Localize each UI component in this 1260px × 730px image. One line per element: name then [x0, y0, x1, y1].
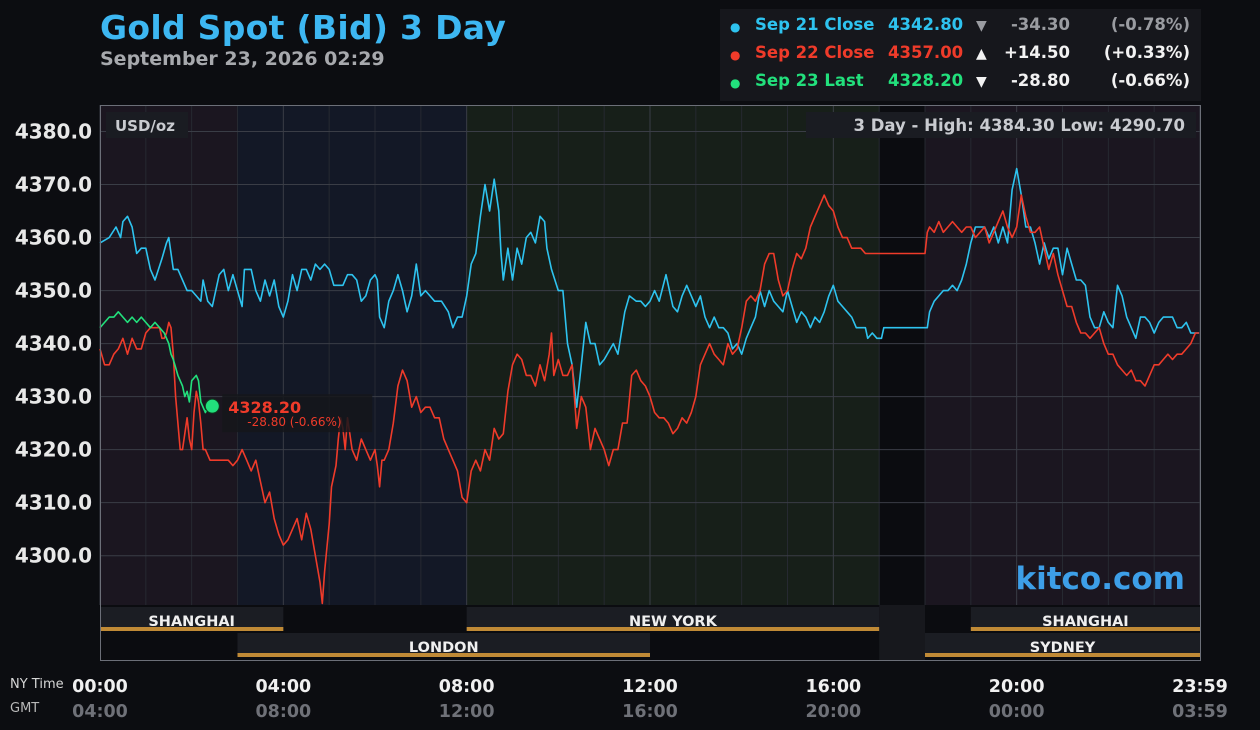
- session-band: [879, 105, 925, 605]
- high-low-bg: [806, 112, 1196, 138]
- x-tick-ny: 16:00: [805, 677, 861, 697]
- session-bg: [237, 633, 650, 655]
- legend-change: +14.50: [1003, 43, 1070, 62]
- series-line-sep-23: [99, 311, 213, 414]
- legend: ● Sep 21 Close 4342.80 ▼ -34.30 (-0.78%)…: [720, 9, 1201, 101]
- legend-value: 4357.00: [888, 43, 964, 62]
- x-tick-ny: 12:00: [622, 677, 678, 697]
- legend-value: 4342.80: [888, 15, 964, 34]
- legend-value: 4328.20: [888, 71, 964, 90]
- series-line-sep-22: [99, 194, 1200, 605]
- session-label: NEW YORK: [629, 614, 718, 630]
- legend-dot-icon: ●: [730, 20, 741, 34]
- y-tick-label: 4330.0: [15, 385, 92, 409]
- y-tick-label: 4380.0: [15, 120, 92, 144]
- session-bg: [970, 607, 1200, 629]
- unit-label-bg: [106, 112, 188, 138]
- legend-label: Sep 22 Close: [755, 43, 875, 62]
- y-tick-label: 4360.0: [15, 226, 92, 250]
- session-band: [466, 105, 880, 605]
- x-tick-gmt: 16:00: [622, 702, 678, 722]
- y-tick-label: 4350.0: [15, 279, 92, 303]
- x-tick-ny: 23:59: [1172, 677, 1228, 697]
- x-tick-gmt: 04:00: [72, 702, 128, 722]
- legend-percent: (+0.33%): [1103, 43, 1190, 62]
- session-shanghai: SHANGHAI: [970, 607, 1200, 631]
- legend-dot-icon: ●: [730, 48, 741, 62]
- session-bg: [466, 607, 880, 629]
- last-price-change: -28.80 (-0.66%): [247, 415, 341, 429]
- x-tick-ny: 04:00: [255, 677, 311, 697]
- y-tick-label: 4370.0: [15, 173, 92, 197]
- x-tick-gmt: 00:00: [989, 702, 1045, 722]
- session-shanghai: SHANGHAI: [100, 607, 284, 631]
- timestamp: September 23, 2026 02:29: [100, 48, 385, 70]
- page-title: Gold Spot (Bid) 3 Day: [100, 8, 507, 47]
- session-sydney: SYDNEY: [925, 633, 1200, 657]
- down-arrow-icon: ▼: [976, 18, 987, 34]
- x-tick-gmt: 20:00: [805, 702, 861, 722]
- legend-label: Sep 23 Last: [755, 71, 864, 90]
- last-price-box: [222, 394, 373, 433]
- legend-change: -28.80: [1010, 71, 1070, 90]
- session-band: [237, 105, 467, 605]
- ny-time-label: NY Time: [10, 677, 64, 692]
- unit-label: USD/oz: [115, 117, 175, 135]
- session-label: SYDNEY: [1030, 640, 1096, 656]
- session-london: LONDON: [237, 633, 650, 657]
- session-band: [100, 105, 238, 605]
- session-label: SHANGHAI: [1042, 614, 1129, 630]
- legend-change: -34.30: [1010, 15, 1070, 34]
- gmt-label: GMT: [10, 701, 39, 716]
- y-tick-label: 4320.0: [15, 438, 92, 462]
- session-bg: [925, 633, 1200, 655]
- legend-row-sep23: ● Sep 23 Last 4328.20 ▼ -28.80 (-0.66%): [720, 71, 1201, 95]
- legend-percent: (-0.66%): [1110, 71, 1190, 90]
- x-tick-ny: 00:00: [72, 677, 128, 697]
- session-label: LONDON: [409, 640, 479, 656]
- session-label: SHANGHAI: [148, 614, 235, 630]
- up-arrow-icon: ▲: [976, 46, 987, 62]
- legend-row-sep21: ● Sep 21 Close 4342.80 ▼ -34.30 (-0.78%): [720, 15, 1201, 39]
- plot-border: [100, 105, 1201, 661]
- legend-percent: (-0.78%): [1110, 15, 1190, 34]
- session-bar: [925, 653, 1200, 657]
- session-bar: [100, 627, 284, 631]
- y-tick-label: 4310.0: [15, 491, 92, 515]
- x-tick-gmt: 03:59: [1172, 702, 1228, 722]
- x-tick-gmt: 08:00: [255, 702, 311, 722]
- session-bar: [466, 627, 880, 631]
- down-arrow-icon: ▼: [976, 74, 987, 90]
- session-bar: [970, 627, 1200, 631]
- session-bg: [100, 607, 284, 629]
- legend-label: Sep 21 Close: [755, 15, 875, 34]
- closed-gap: [879, 605, 925, 660]
- x-tick-ny: 20:00: [989, 677, 1045, 697]
- legend-dot-icon: ●: [730, 76, 741, 90]
- last-price-dot: [204, 398, 220, 414]
- series-line-sep-21: [99, 167, 1200, 408]
- last-price-label: 4328.20: [228, 398, 301, 417]
- x-tick-ny: 08:00: [439, 677, 495, 697]
- y-tick-label: 4340.0: [15, 332, 92, 356]
- legend-row-sep22: ● Sep 22 Close 4357.00 ▲ +14.50 (+0.33%): [720, 43, 1201, 67]
- y-tick-label: 4300.0: [15, 544, 92, 568]
- x-tick-gmt: 12:00: [439, 702, 495, 722]
- high-low-label: 3 Day - High: 4384.30 Low: 4290.70: [854, 116, 1186, 135]
- session-bar: [237, 653, 650, 657]
- session-new-york: NEW YORK: [466, 607, 880, 631]
- brand-watermark: kitco.com: [1016, 561, 1186, 597]
